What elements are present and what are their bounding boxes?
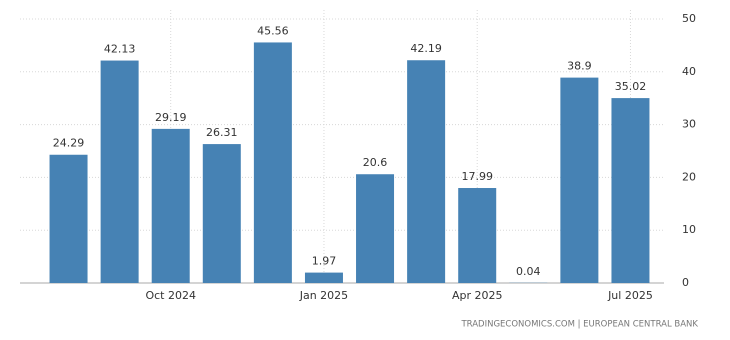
y-tick-label: 40 (682, 65, 696, 78)
value-label: 42.19 (410, 42, 442, 55)
y-tick-label: 30 (682, 118, 696, 131)
value-label: 20.6 (363, 156, 388, 169)
value-label: 26.31 (206, 126, 238, 139)
x-tick-label: Jul 2025 (607, 289, 653, 302)
bar (560, 77, 599, 283)
value-label: 17.99 (461, 170, 493, 183)
y-tick-label: 10 (682, 223, 696, 236)
bar (49, 154, 88, 283)
bar (151, 128, 190, 283)
x-tick-label: Apr 2025 (452, 289, 503, 302)
bar (304, 272, 343, 283)
bar (100, 60, 139, 283)
y-tick-label: 0 (682, 276, 689, 289)
bar (202, 144, 241, 283)
value-label: 38.9 (567, 60, 592, 73)
value-label: 35.02 (615, 80, 647, 93)
value-label: 0.04 (516, 265, 541, 278)
bar (458, 188, 497, 283)
bar (407, 60, 446, 283)
x-tick-label: Jan 2025 (299, 289, 348, 302)
bar (253, 42, 292, 283)
bar (611, 98, 650, 284)
source-note: TRADINGECONOMICS.COM | EUROPEAN CENTRAL … (460, 320, 698, 330)
value-label: 1.97 (312, 255, 337, 268)
bar (356, 174, 395, 283)
value-label: 29.19 (155, 111, 187, 124)
y-tick-label: 50 (682, 12, 696, 25)
x-tick-label: Oct 2024 (145, 289, 196, 302)
value-label: 45.56 (257, 24, 289, 37)
value-label: 24.29 (53, 137, 85, 150)
y-tick-label: 20 (682, 170, 696, 183)
value-label: 42.13 (104, 43, 136, 56)
